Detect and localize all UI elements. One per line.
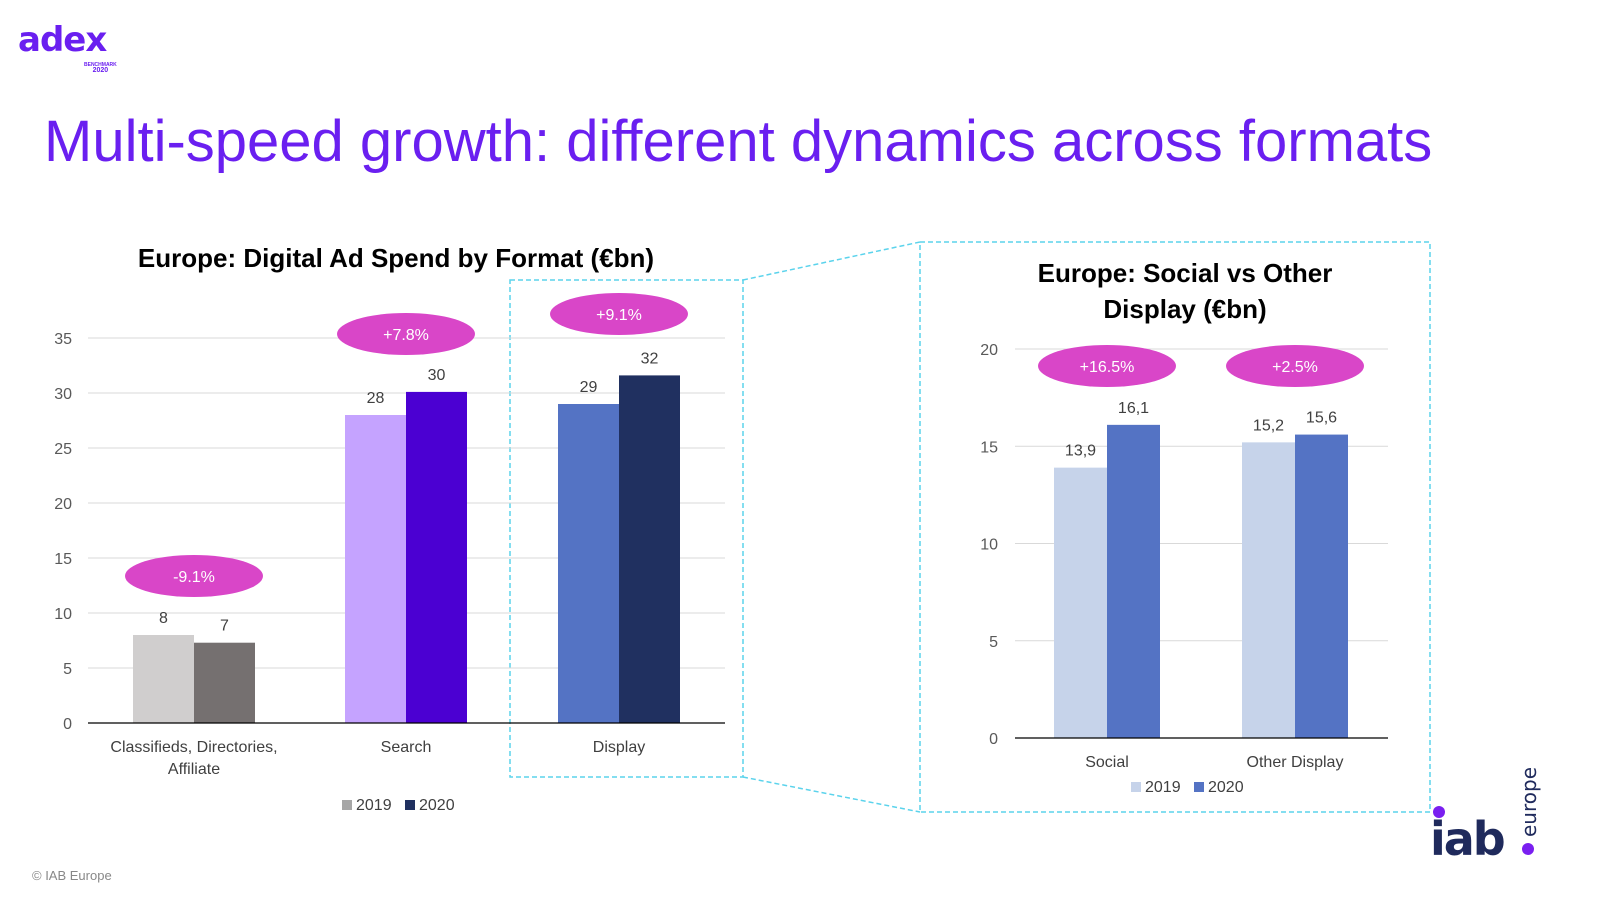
legend-swatch-2020	[1194, 782, 1204, 792]
category-label: Display	[593, 739, 645, 756]
bar-2019	[133, 635, 194, 723]
legend-label: 2020	[1208, 779, 1244, 796]
logo-sub1: BENCHMARK	[84, 62, 117, 68]
data-label: 28	[367, 390, 385, 407]
bar-2020	[1107, 424, 1160, 738]
chart-title: Europe: Digital Ad Spend by Format (€bn)	[138, 243, 654, 273]
category-label: Search	[381, 739, 432, 756]
bar-2019	[1054, 467, 1107, 738]
y-tick-label: 5	[63, 661, 72, 678]
y-tick-label: 15	[54, 551, 72, 568]
callout-box-display	[509, 279, 744, 778]
growth-label: -9.1%	[173, 569, 215, 586]
data-label: 15,2	[1253, 417, 1284, 434]
legend-label: 2020	[419, 797, 455, 814]
bar-2020	[194, 642, 255, 723]
chart-title: Europe: Social vs Other	[1038, 258, 1333, 288]
growth-pill	[125, 555, 263, 597]
callout-box-detail	[919, 241, 1431, 813]
bar-2020	[406, 391, 467, 723]
y-tick-label: 5	[989, 634, 998, 651]
growth-label: +16.5%	[1080, 359, 1135, 376]
growth-pill	[1038, 345, 1176, 387]
category-label: Other Display	[1247, 754, 1344, 771]
adex-logo: adex BENCHMARK 2020	[18, 14, 118, 74]
legend-swatch-2019	[1131, 782, 1141, 792]
chart-title: Display (€bn)	[1103, 294, 1266, 324]
svg-text:iab: iab	[1430, 812, 1504, 865]
growth-label: +7.8%	[383, 327, 429, 344]
data-label: 30	[428, 367, 446, 384]
category-label: Affiliate	[168, 761, 220, 778]
svg-text:europe: europe	[1517, 767, 1541, 837]
callout-line-top	[742, 241, 921, 281]
bar-2020	[1295, 434, 1348, 738]
legend-label: 2019	[1145, 779, 1181, 796]
bar-2019	[1242, 442, 1295, 738]
category-label: Classifieds, Directories,	[110, 739, 277, 756]
y-tick-label: 20	[980, 342, 998, 359]
page-title: Multi-speed growth: different dynamics a…	[44, 109, 1433, 174]
data-label: 13,9	[1065, 443, 1096, 460]
logo-word: adex	[18, 20, 107, 60]
bar-2019	[558, 404, 619, 723]
callout-line-bottom	[742, 776, 921, 813]
y-tick-label: 35	[54, 331, 72, 348]
data-label: 8	[159, 610, 168, 627]
iab-europe-logo: iab europe	[1430, 767, 1541, 865]
y-tick-label: 0	[989, 731, 998, 748]
logo-sub2: 2020	[92, 67, 109, 74]
y-tick-label: 15	[980, 439, 998, 456]
y-tick-label: 25	[54, 441, 72, 458]
bar-2020	[619, 375, 680, 723]
copyright: © IAB Europe	[32, 868, 112, 883]
legend-label: 2019	[356, 797, 392, 814]
legend-swatch-2020	[405, 800, 415, 810]
data-label: 7	[220, 618, 229, 635]
logo-sub: BENCHMARK 2020	[84, 62, 117, 74]
data-label: 16,1	[1118, 400, 1149, 417]
y-tick-label: 10	[980, 537, 998, 554]
y-tick-label: 0	[63, 716, 72, 733]
y-tick-label: 20	[54, 496, 72, 513]
data-label: 29	[580, 379, 598, 396]
bar-2019	[345, 415, 406, 723]
category-label: Social	[1085, 754, 1129, 771]
data-label: 15,6	[1306, 410, 1337, 427]
growth-pill	[550, 293, 688, 335]
growth-pill	[1226, 345, 1364, 387]
growth-pill	[337, 313, 475, 355]
data-label: 32	[641, 350, 659, 367]
legend-swatch-2019	[342, 800, 352, 810]
growth-label: +2.5%	[1272, 359, 1318, 376]
y-tick-label: 30	[54, 386, 72, 403]
y-tick-label: 10	[54, 606, 72, 623]
growth-label: +9.1%	[596, 307, 642, 324]
